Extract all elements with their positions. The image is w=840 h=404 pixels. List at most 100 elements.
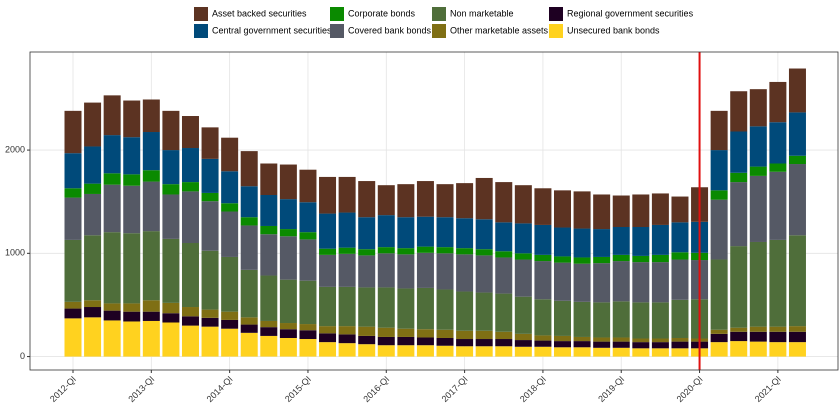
bar-segment (299, 202, 317, 233)
bar-segment (436, 289, 454, 330)
bar-segment (279, 337, 297, 357)
bar-segment (338, 334, 356, 344)
bar-segment (64, 153, 82, 189)
bar-segment (319, 176, 337, 214)
bar-segment (593, 263, 611, 303)
bar-segment (436, 345, 454, 357)
bar-segment (554, 262, 571, 301)
bar-segment (495, 339, 513, 347)
bar-segment (632, 348, 650, 357)
bar-segment (221, 328, 239, 357)
bar-segment (554, 227, 571, 257)
bar-segment (84, 183, 102, 194)
bar-segment (397, 336, 415, 346)
bar-segment (730, 246, 748, 328)
bar-segment (240, 317, 258, 325)
bar-segment (416, 216, 434, 247)
bar-segment (436, 184, 454, 218)
bar-segment (749, 241, 767, 327)
bar-segment (299, 339, 317, 357)
bar-segment (123, 321, 141, 357)
bar-segment (534, 261, 552, 300)
bar-segment (279, 164, 297, 200)
bar-segment (162, 238, 180, 303)
bar-segment (358, 344, 376, 357)
bar-segment (573, 301, 591, 337)
x-tick-label: 2020-QI (675, 374, 705, 404)
bar-segment (377, 215, 395, 248)
bar-segment (573, 191, 591, 229)
bar-segment (456, 291, 474, 331)
bar-segment (162, 184, 180, 195)
bar-segment (162, 313, 180, 323)
legend-swatch (432, 24, 446, 38)
bar-segment (612, 301, 630, 338)
bar-segment (436, 253, 454, 290)
bar-segment (142, 132, 160, 171)
bar-segment (358, 217, 376, 250)
bar-segment (436, 217, 454, 248)
bar-segment (221, 137, 239, 172)
bar-segment (730, 131, 748, 173)
bar-segment (534, 335, 552, 341)
bar-segment (573, 263, 591, 302)
bar-segment (358, 249, 376, 256)
bar-segment (201, 317, 219, 327)
bar-segment (788, 235, 806, 327)
bar-segment (64, 188, 82, 198)
bar-segment (534, 188, 552, 225)
y-tick-label: 2000 (5, 144, 25, 154)
bar-segment (377, 247, 395, 254)
bar-segment (456, 339, 474, 347)
bar-segment (103, 184, 121, 233)
bar-segment (651, 224, 669, 255)
legend-label: Non marketable (450, 8, 514, 18)
bar-segment (475, 330, 493, 340)
bar-segment (475, 177, 493, 220)
bar-segment (651, 342, 669, 349)
bar-segment (142, 170, 160, 182)
bar-segment (769, 81, 787, 123)
legend-label: Covered bank bonds (348, 25, 432, 35)
bar-segment (730, 172, 748, 183)
bar-segment (749, 166, 767, 176)
bar-segment (299, 232, 317, 240)
bar-segment (651, 193, 669, 225)
bar-segment (103, 310, 121, 321)
bar-segment (730, 331, 748, 342)
bar-segment (221, 319, 239, 329)
bar-segment (475, 339, 493, 347)
bar-segment (162, 110, 180, 151)
bar-segment (710, 190, 728, 200)
plot-border (29, 51, 839, 371)
bar-segment (749, 341, 767, 357)
bar-segment (142, 181, 160, 232)
bar-segment (299, 280, 317, 325)
bar-segment (651, 338, 669, 343)
bar-segment (123, 174, 141, 186)
bar-segment (397, 254, 415, 289)
bar-segment (573, 228, 591, 258)
bar-segment (181, 182, 199, 192)
bar-segment (181, 191, 199, 244)
bar-segment (279, 199, 297, 230)
bar-segment (612, 195, 630, 228)
bar-segment (201, 326, 219, 357)
bar-segment (671, 252, 689, 260)
bar-segment (416, 246, 434, 253)
x-tick-label: 2012-QI (48, 374, 78, 404)
bar-segment (299, 330, 317, 340)
bar-segment (456, 218, 474, 249)
bar-segment (593, 256, 611, 264)
bar-segment (123, 137, 141, 175)
bar-segment (554, 347, 571, 357)
bar-segment (84, 317, 102, 357)
bar-segment (84, 146, 102, 184)
x-tick-label: 2015-QI (283, 374, 313, 404)
bar-segment (221, 211, 239, 257)
bar-segment (632, 227, 650, 256)
bar-segment (456, 183, 474, 219)
bar-segment (554, 300, 571, 336)
bar-segment (651, 348, 669, 357)
bar-segment (279, 323, 297, 330)
